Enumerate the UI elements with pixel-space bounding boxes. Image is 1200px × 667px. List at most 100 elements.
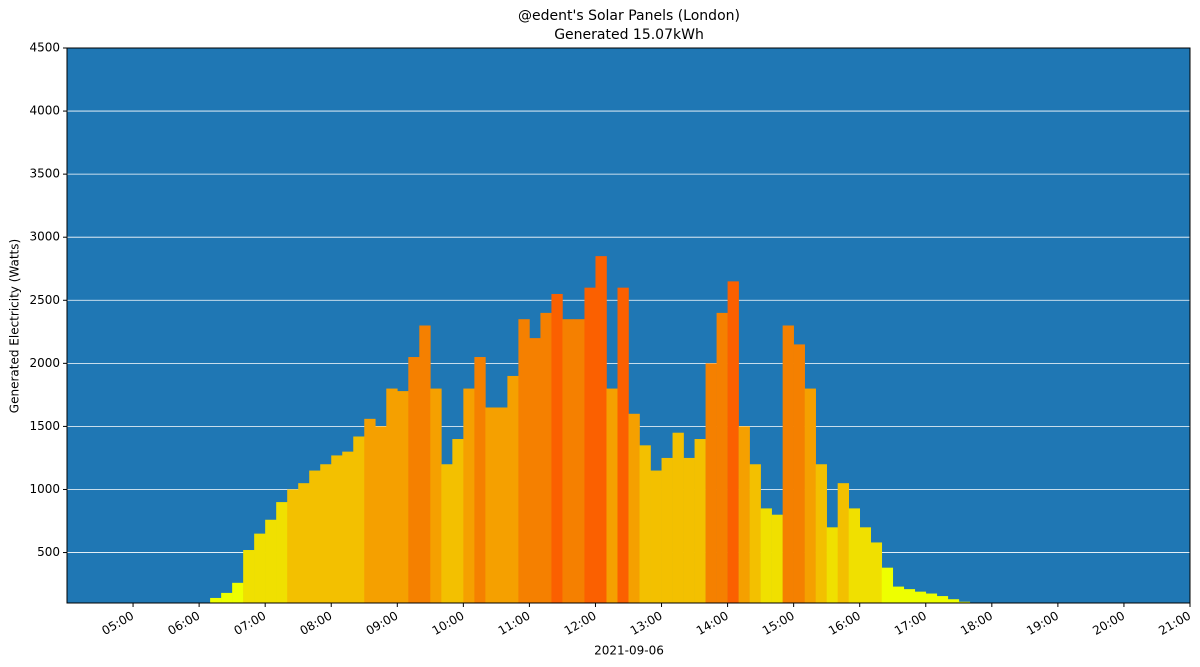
bar <box>430 388 442 603</box>
y-tick-label: 3000 <box>29 230 60 244</box>
x-tick-label: 07:00 <box>231 609 268 638</box>
bar <box>606 388 618 603</box>
x-tick-label: 15:00 <box>760 609 797 638</box>
y-tick-label: 2000 <box>29 356 60 370</box>
bar <box>782 325 794 603</box>
x-axis-label: 2021-09-06 <box>594 644 664 658</box>
bar <box>309 470 321 603</box>
x-tick-label: 20:00 <box>1090 609 1127 638</box>
bar <box>804 388 816 603</box>
bar <box>936 596 949 603</box>
bar <box>265 519 277 603</box>
bar <box>276 502 288 603</box>
bar <box>243 550 255 603</box>
bar <box>507 375 519 603</box>
bar <box>584 287 596 603</box>
bar <box>562 319 574 603</box>
bar <box>683 457 695 603</box>
bar <box>947 599 960 603</box>
bar <box>210 597 222 603</box>
bar <box>540 312 552 603</box>
bar <box>859 527 872 603</box>
x-tick-label: 08:00 <box>298 609 335 638</box>
bar <box>837 483 849 603</box>
x-tick-label: 10:00 <box>430 609 467 638</box>
bar <box>617 287 629 603</box>
x-tick-label: 14:00 <box>694 609 731 638</box>
bar <box>331 455 343 603</box>
bar <box>848 508 861 603</box>
bar <box>672 432 684 603</box>
bar <box>518 319 530 603</box>
bar <box>397 391 409 603</box>
bar <box>793 344 805 603</box>
bar <box>628 413 640 603</box>
bar <box>881 567 894 603</box>
x-tick-label: 12:00 <box>562 609 599 638</box>
bar <box>232 582 244 603</box>
x-tick-label: 18:00 <box>958 609 995 638</box>
bar <box>716 312 728 603</box>
chart-title: @edent's Solar Panels (London) <box>518 8 740 24</box>
bar <box>529 338 541 603</box>
bar <box>320 464 332 603</box>
x-tick-label: 06:00 <box>165 609 202 638</box>
bar <box>892 586 905 603</box>
x-tick-label: 16:00 <box>826 609 863 638</box>
x-tick-label: 11:00 <box>496 609 533 638</box>
bar <box>496 407 508 603</box>
bar <box>463 388 475 603</box>
bar <box>441 464 453 603</box>
bar <box>375 426 387 603</box>
y-tick-label: 3500 <box>29 167 60 181</box>
bar <box>254 533 266 603</box>
bar <box>353 436 365 603</box>
bar <box>408 357 420 603</box>
x-tick-label: 17:00 <box>892 609 929 638</box>
bar <box>694 439 706 603</box>
bar <box>870 542 883 603</box>
bar <box>749 464 761 603</box>
y-tick-label: 2500 <box>29 293 60 307</box>
x-tick-label: 21:00 <box>1156 609 1193 638</box>
bar <box>958 601 971 603</box>
bar <box>661 457 673 603</box>
bar <box>925 593 938 603</box>
bar <box>419 325 431 603</box>
bar <box>342 451 354 603</box>
y-tick-label: 4000 <box>29 104 60 118</box>
y-tick-label: 1500 <box>29 419 60 433</box>
y-tick-label: 4500 <box>29 41 60 55</box>
bar <box>485 407 497 603</box>
bar <box>903 589 916 603</box>
bar <box>298 483 310 603</box>
bar <box>364 418 376 603</box>
bar <box>452 439 464 603</box>
bar <box>815 464 827 603</box>
x-tick-label: 09:00 <box>364 609 401 638</box>
y-axis-label: Generated Electricity (Watts) <box>8 239 22 413</box>
x-tick-label: 19:00 <box>1024 609 1061 638</box>
bar <box>738 426 750 603</box>
bar <box>474 357 486 603</box>
chart-subtitle: Generated 15.07kWh <box>554 27 704 43</box>
y-tick-label: 500 <box>37 545 60 559</box>
bar <box>771 514 783 603</box>
bar <box>639 445 651 603</box>
y-tick-label: 1000 <box>29 482 60 496</box>
x-tick-label: 05:00 <box>99 609 136 638</box>
bar <box>573 319 585 603</box>
bar <box>595 256 607 603</box>
bar <box>727 281 739 603</box>
bar <box>551 293 563 603</box>
bar <box>914 591 927 603</box>
x-tick-label: 13:00 <box>628 609 665 638</box>
bar <box>705 363 717 603</box>
bar <box>287 489 299 603</box>
bar <box>650 470 662 603</box>
bar <box>221 592 233 603</box>
bar <box>760 508 772 603</box>
plot-frame <box>66 47 1191 604</box>
